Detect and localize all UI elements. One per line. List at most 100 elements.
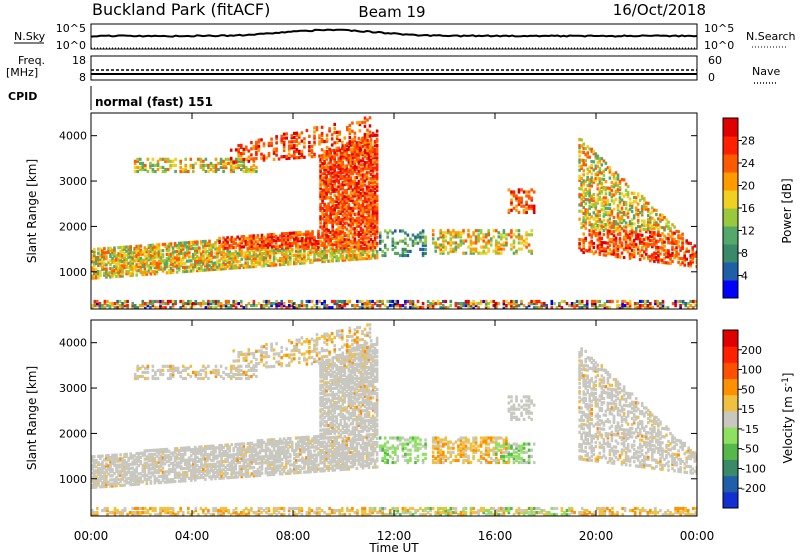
heatmap-cell — [179, 247, 183, 251]
heatmap-cell — [369, 185, 373, 189]
heatmap-cell — [319, 176, 322, 180]
heatmap-cell — [177, 254, 181, 258]
heatmap-cell — [645, 224, 648, 228]
heatmap-cell — [325, 227, 328, 231]
heatmap-cell — [188, 259, 191, 263]
nave-tick-bottom: 0 — [708, 71, 715, 84]
heatmap-cell — [333, 153, 336, 157]
heatmap-cell — [608, 186, 612, 190]
heatmap-cell — [586, 190, 589, 194]
heatmap-cell — [131, 253, 134, 257]
heatmap-cell — [333, 511, 336, 515]
heatmap-cell — [349, 182, 353, 186]
heatmap-cell — [206, 260, 209, 264]
heatmap-cell — [361, 302, 364, 306]
heatmap-cell — [353, 186, 357, 190]
heatmap-cell — [234, 157, 238, 161]
heatmap-cell — [190, 247, 193, 251]
heatmap-cell — [93, 256, 96, 260]
heatmap-cell — [91, 511, 94, 515]
heatmap-cell — [594, 225, 598, 229]
heatmap-cell — [351, 121, 354, 125]
heatmap-cell — [278, 248, 282, 252]
heatmap-cell — [335, 228, 338, 232]
heatmap-cell — [348, 140, 352, 144]
heatmap-cell — [327, 165, 330, 169]
heatmap-cell — [165, 271, 169, 275]
heatmap-cell — [357, 212, 361, 216]
heatmap-cell — [327, 179, 330, 184]
heatmap-cell — [487, 229, 490, 233]
heatmap-cell — [645, 201, 648, 205]
heatmap-cell — [361, 167, 365, 171]
heatmap-cell — [300, 131, 304, 135]
heatmap-cell — [224, 302, 228, 306]
heatmap-cell — [500, 243, 503, 247]
heatmap-cell — [183, 253, 187, 257]
heatmap-cell — [649, 226, 652, 230]
heatmap-cell — [323, 251, 326, 255]
heatmap-cell — [337, 228, 340, 232]
heatmap-cell — [222, 163, 225, 167]
heatmap-cell — [618, 210, 622, 214]
heatmap-cell — [454, 304, 458, 308]
heatmap-cell — [113, 302, 117, 306]
heatmap-cell — [600, 171, 604, 175]
heatmap-cell — [347, 160, 351, 164]
heatmap-cell — [404, 302, 407, 306]
heatmap-cell — [151, 169, 155, 174]
heatmap-cell — [454, 247, 458, 251]
heatmap-cell — [282, 509, 286, 513]
heatmap-cell — [289, 246, 292, 250]
heatmap-cell — [345, 237, 349, 242]
heatmap-cell — [421, 253, 425, 258]
heatmap-cell — [268, 241, 272, 245]
heatmap-cell — [133, 247, 136, 251]
heatmap-cell — [339, 154, 343, 158]
heatmap-cell — [590, 229, 593, 233]
heatmap-cell — [232, 252, 235, 256]
heatmap-cell — [628, 230, 632, 234]
heatmap-cell — [590, 204, 593, 209]
heatmap-cell — [355, 253, 359, 257]
heatmap-cell — [184, 163, 187, 167]
heatmap-cell — [154, 306, 157, 309]
heatmap-cell — [351, 249, 355, 253]
heatmap-cell — [479, 237, 483, 241]
heatmap-cell — [375, 186, 379, 190]
heatmap-cell — [606, 223, 610, 227]
heatmap-cell — [309, 242, 312, 246]
heatmap-cell — [347, 174, 351, 178]
heatmap-cell — [93, 247, 96, 251]
heatmap-cell — [341, 513, 344, 516]
heatmap-cell — [329, 237, 332, 241]
heatmap-cell — [558, 302, 561, 306]
heatmap-cell — [185, 259, 189, 263]
heatmap-cell — [234, 241, 237, 245]
heatmap-cell — [618, 196, 622, 200]
heatmap-cell — [319, 243, 322, 247]
heatmap-cell — [371, 187, 375, 191]
heatmap-cell — [222, 248, 225, 252]
heatmap-cell — [237, 148, 240, 152]
heatmap-cell — [319, 217, 322, 221]
heatmap-cell — [119, 274, 122, 278]
heatmap-cell — [454, 233, 458, 237]
heatmap-cell — [224, 509, 228, 513]
heatmap-cell — [192, 267, 195, 271]
heatmap-cell — [139, 250, 143, 254]
heatmap-cell — [128, 511, 132, 515]
heatmap-cell — [359, 218, 363, 222]
heatmap-cell — [447, 231, 450, 235]
heatmap-cell — [323, 237, 326, 241]
heatmap-cell — [282, 258, 286, 262]
heatmap-cell — [95, 276, 98, 280]
heatmap-cell — [267, 154, 271, 158]
heatmap-cell — [367, 164, 371, 168]
heatmap-cell — [367, 170, 371, 175]
heatmap-cell — [270, 233, 274, 237]
heatmap-cell — [375, 221, 379, 225]
heatmap-cell — [331, 257, 334, 261]
heatmap-cell — [515, 235, 518, 239]
heatmap-cell — [260, 246, 264, 250]
